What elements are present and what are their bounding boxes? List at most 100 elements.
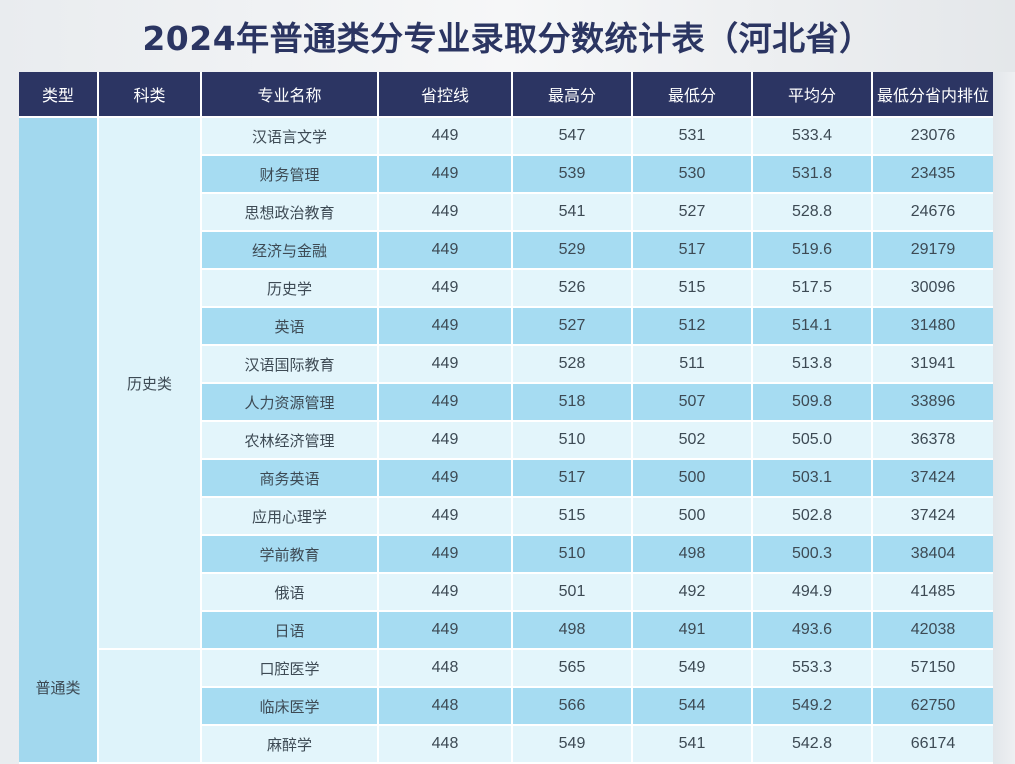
avg-score-cell: 528.8 bbox=[753, 194, 873, 232]
control-line-cell: 449 bbox=[379, 270, 513, 308]
min-rank-cell: 37424 bbox=[873, 460, 993, 498]
avg-score-cell: 519.6 bbox=[753, 232, 873, 270]
table-body: 普通类 历史类 汉语言文学 449 547 531 533.4 23076 财务管理 449 539… bbox=[19, 118, 993, 764]
min-rank-cell: 23435 bbox=[873, 156, 993, 194]
header-avg-score: 平均分 bbox=[753, 72, 873, 118]
min-score-cell: 549 bbox=[633, 650, 753, 688]
min-score-cell: 502 bbox=[633, 422, 753, 460]
subject-history-cell: 历史类 bbox=[99, 118, 202, 650]
min-rank-cell: 33896 bbox=[873, 384, 993, 422]
avg-score-cell: 531.8 bbox=[753, 156, 873, 194]
max-score-cell: 549 bbox=[513, 726, 633, 764]
min-score-cell: 492 bbox=[633, 574, 753, 612]
subject-other-cell bbox=[99, 650, 202, 764]
table-row: 麻醉学 448 549 541 542.8 66174 bbox=[19, 726, 993, 764]
min-rank-cell: 31480 bbox=[873, 308, 993, 346]
min-rank-cell: 37424 bbox=[873, 498, 993, 536]
max-score-cell: 501 bbox=[513, 574, 633, 612]
table-row: 历史学 449 526 515 517.5 30096 bbox=[19, 270, 993, 308]
max-score-cell: 518 bbox=[513, 384, 633, 422]
max-score-cell: 510 bbox=[513, 536, 633, 574]
max-score-cell: 541 bbox=[513, 194, 633, 232]
major-name-cell: 汉语言文学 bbox=[202, 118, 379, 156]
table-row: 临床医学 448 566 544 549.2 62750 bbox=[19, 688, 993, 726]
max-score-cell: 529 bbox=[513, 232, 633, 270]
major-name-cell: 口腔医学 bbox=[202, 650, 379, 688]
control-line-cell: 449 bbox=[379, 422, 513, 460]
min-score-cell: 511 bbox=[633, 346, 753, 384]
control-line-cell: 449 bbox=[379, 498, 513, 536]
min-score-cell: 500 bbox=[633, 460, 753, 498]
min-rank-cell: 36378 bbox=[873, 422, 993, 460]
min-rank-cell: 23076 bbox=[873, 118, 993, 156]
table-row: 口腔医学 448 565 549 553.3 57150 bbox=[19, 650, 993, 764]
control-line-cell: 449 bbox=[379, 460, 513, 498]
min-score-cell: 544 bbox=[633, 688, 753, 726]
min-score-cell: 541 bbox=[633, 726, 753, 764]
max-score-cell: 565 bbox=[513, 650, 633, 688]
table-row: 应用心理学 449 515 500 502.8 37424 bbox=[19, 498, 993, 536]
avg-score-cell: 517.5 bbox=[753, 270, 873, 308]
control-line-cell: 449 bbox=[379, 384, 513, 422]
header-control-line: 省控线 bbox=[379, 72, 513, 118]
header-max-score: 最高分 bbox=[513, 72, 633, 118]
avg-score-cell: 549.2 bbox=[753, 688, 873, 726]
min-rank-cell: 31941 bbox=[873, 346, 993, 384]
max-score-cell: 517 bbox=[513, 460, 633, 498]
header-min-score: 最低分 bbox=[633, 72, 753, 118]
min-rank-cell: 42038 bbox=[873, 612, 993, 650]
control-line-cell: 449 bbox=[379, 308, 513, 346]
control-line-cell: 449 bbox=[379, 194, 513, 232]
page-title: 2024年普通类分专业录取分数统计表（河北省） bbox=[142, 19, 873, 58]
min-score-cell: 527 bbox=[633, 194, 753, 232]
control-line-cell: 448 bbox=[379, 726, 513, 764]
avg-score-cell: 553.3 bbox=[753, 650, 873, 688]
min-rank-cell: 66174 bbox=[873, 726, 993, 764]
category-type-label: 普通类 bbox=[35, 679, 81, 697]
control-line-cell: 449 bbox=[379, 536, 513, 574]
max-score-cell: 528 bbox=[513, 346, 633, 384]
table-row: 人力资源管理 449 518 507 509.8 33896 bbox=[19, 384, 993, 422]
avg-score-cell: 500.3 bbox=[753, 536, 873, 574]
table-row: 汉语国际教育 449 528 511 513.8 31941 bbox=[19, 346, 993, 384]
major-name-cell: 临床医学 bbox=[202, 688, 379, 726]
avg-score-cell: 505.0 bbox=[753, 422, 873, 460]
min-rank-cell: 30096 bbox=[873, 270, 993, 308]
min-score-cell: 530 bbox=[633, 156, 753, 194]
avg-score-cell: 513.8 bbox=[753, 346, 873, 384]
right-edge-shade bbox=[993, 72, 1015, 764]
table-row: 学前教育 449 510 498 500.3 38404 bbox=[19, 536, 993, 574]
major-name-cell: 麻醉学 bbox=[202, 726, 379, 764]
header-row: 类型 科类 专业名称 省控线 最高分 最低分 平均分 最低分省内排位 bbox=[19, 72, 993, 118]
min-score-cell: 500 bbox=[633, 498, 753, 536]
min-rank-cell: 38404 bbox=[873, 536, 993, 574]
max-score-cell: 515 bbox=[513, 498, 633, 536]
control-line-cell: 449 bbox=[379, 156, 513, 194]
avg-score-cell: 542.8 bbox=[753, 726, 873, 764]
header-type: 类型 bbox=[19, 72, 99, 118]
control-line-cell: 449 bbox=[379, 118, 513, 156]
max-score-cell: 526 bbox=[513, 270, 633, 308]
min-score-cell: 491 bbox=[633, 612, 753, 650]
min-score-cell: 531 bbox=[633, 118, 753, 156]
major-name-cell: 思想政治教育 bbox=[202, 194, 379, 232]
category-type-cell: 普通类 bbox=[19, 118, 99, 764]
min-score-cell: 517 bbox=[633, 232, 753, 270]
major-name-cell: 商务英语 bbox=[202, 460, 379, 498]
major-name-cell: 财务管理 bbox=[202, 156, 379, 194]
major-name-cell: 日语 bbox=[202, 612, 379, 650]
admission-score-table: 类型 科类 专业名称 省控线 最高分 最低分 平均分 最低分省内排位 普通类 历史… bbox=[19, 72, 993, 764]
table-row: 俄语 449 501 492 494.9 41485 bbox=[19, 574, 993, 612]
min-score-cell: 498 bbox=[633, 536, 753, 574]
table-row: 财务管理 449 539 530 531.8 23435 bbox=[19, 156, 993, 194]
control-line-cell: 449 bbox=[379, 346, 513, 384]
max-score-cell: 539 bbox=[513, 156, 633, 194]
major-name-cell: 学前教育 bbox=[202, 536, 379, 574]
major-name-cell: 应用心理学 bbox=[202, 498, 379, 536]
table-row: 英语 449 527 512 514.1 31480 bbox=[19, 308, 993, 346]
table-row: 商务英语 449 517 500 503.1 37424 bbox=[19, 460, 993, 498]
table-row: 普通类 历史类 汉语言文学 449 547 531 533.4 23076 bbox=[19, 118, 993, 764]
max-score-cell: 498 bbox=[513, 612, 633, 650]
major-name-cell: 农林经济管理 bbox=[202, 422, 379, 460]
header-major: 专业名称 bbox=[202, 72, 379, 118]
